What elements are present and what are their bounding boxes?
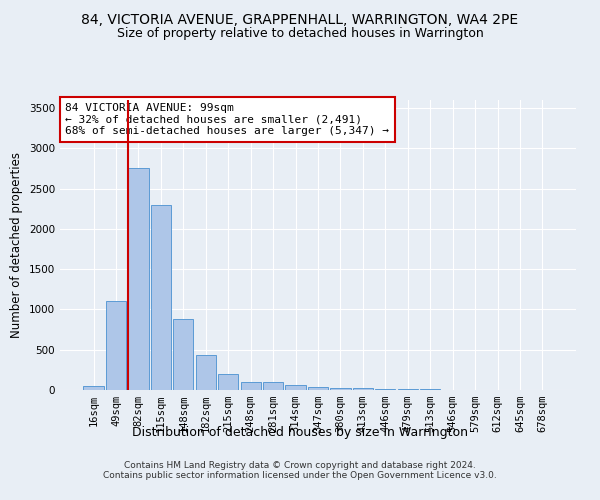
Y-axis label: Number of detached properties: Number of detached properties bbox=[10, 152, 23, 338]
Bar bbox=[196, 356, 216, 390]
Bar bbox=[128, 168, 149, 390]
Bar bbox=[398, 389, 418, 390]
Bar bbox=[218, 374, 238, 390]
Bar bbox=[106, 302, 126, 390]
Text: Size of property relative to detached houses in Warrington: Size of property relative to detached ho… bbox=[116, 28, 484, 40]
Bar bbox=[286, 385, 305, 390]
Text: 84, VICTORIA AVENUE, GRAPPENHALL, WARRINGTON, WA4 2PE: 84, VICTORIA AVENUE, GRAPPENHALL, WARRIN… bbox=[82, 12, 518, 26]
Bar bbox=[308, 387, 328, 390]
Bar bbox=[241, 382, 261, 390]
Bar bbox=[331, 388, 350, 390]
Bar bbox=[353, 388, 373, 390]
Bar bbox=[173, 319, 193, 390]
Bar bbox=[375, 389, 395, 390]
Bar bbox=[263, 382, 283, 390]
Text: Distribution of detached houses by size in Warrington: Distribution of detached houses by size … bbox=[132, 426, 468, 439]
Text: 84 VICTORIA AVENUE: 99sqm
← 32% of detached houses are smaller (2,491)
68% of se: 84 VICTORIA AVENUE: 99sqm ← 32% of detac… bbox=[65, 103, 389, 136]
Bar bbox=[83, 386, 104, 390]
Text: Contains HM Land Registry data © Crown copyright and database right 2024.
Contai: Contains HM Land Registry data © Crown c… bbox=[103, 460, 497, 480]
Bar bbox=[151, 204, 171, 390]
